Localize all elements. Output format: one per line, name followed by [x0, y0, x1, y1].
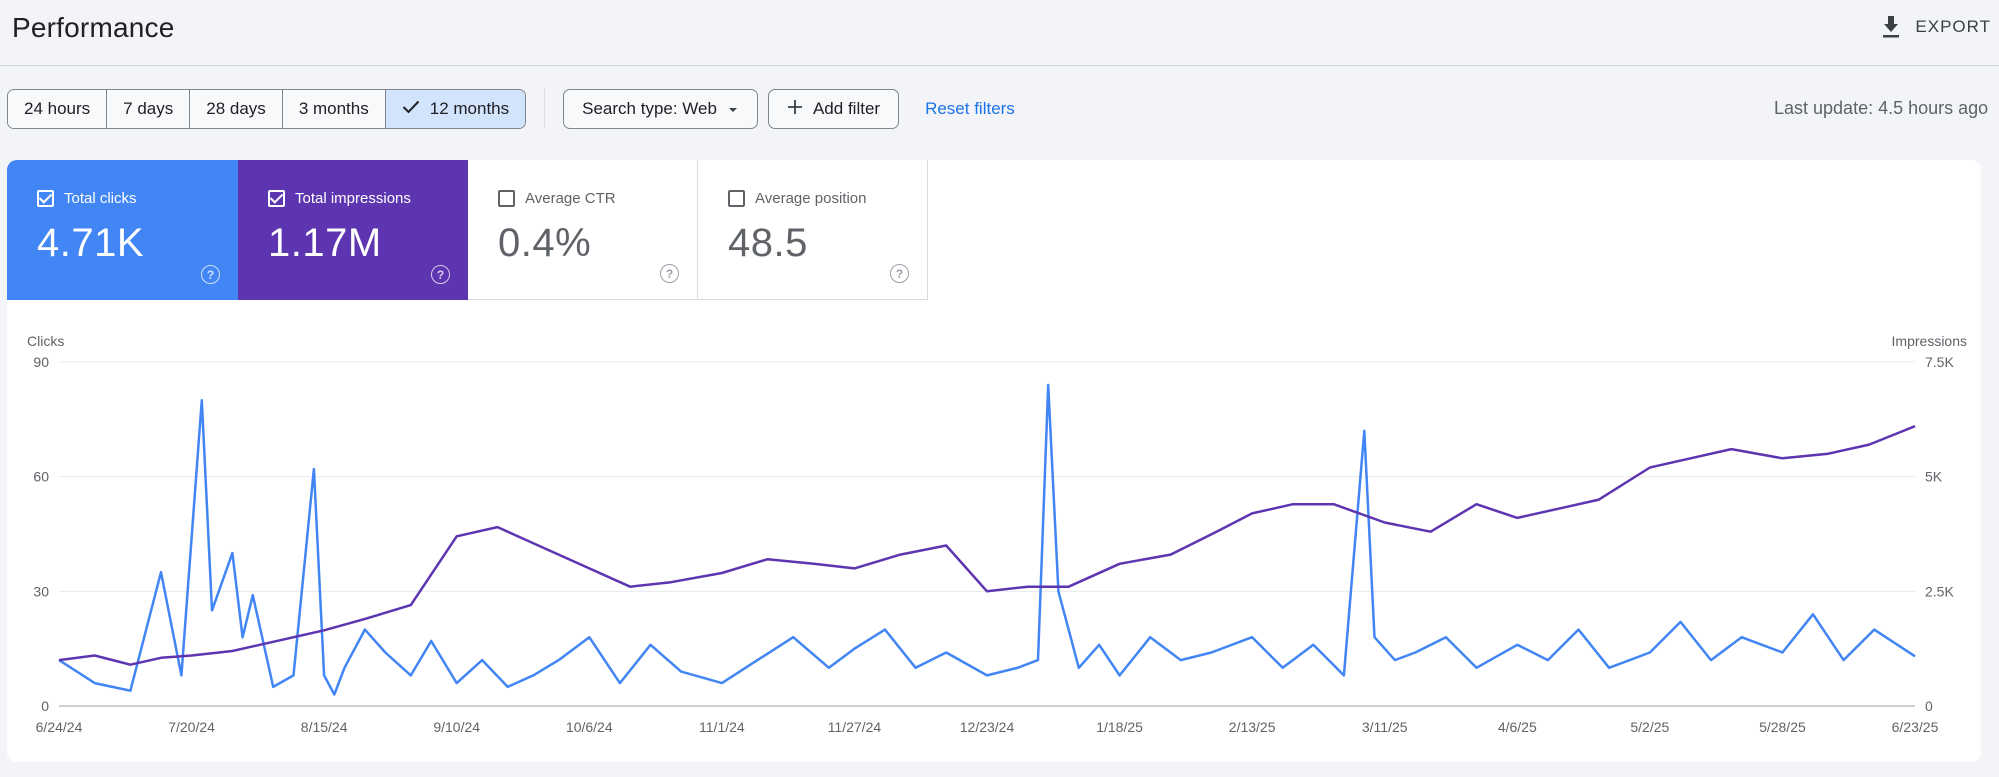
metric-value: 4.71K — [37, 221, 145, 265]
page-title: Performance — [12, 12, 175, 43]
x-tick-label: 2/13/25 — [1229, 719, 1276, 735]
metric-average-position[interactable]: Average position 48.5 ? — [698, 160, 928, 300]
dropdown-arrow-icon — [727, 99, 739, 119]
help-icon[interactable]: ? — [201, 265, 220, 284]
x-tick-label: 1/18/25 — [1096, 719, 1143, 735]
toolbar-divider — [544, 89, 546, 129]
last-update-text: Last update: 4.5 hours ago — [1774, 98, 1989, 118]
x-tick-label: 8/15/24 — [301, 719, 348, 735]
add-filter-button[interactable]: Add filter — [767, 89, 900, 129]
x-tick-label: 11/27/24 — [828, 719, 882, 735]
x-tick-label: 6/24/24 — [36, 719, 83, 735]
check-icon — [402, 99, 420, 119]
x-tick-label: 9/10/24 — [433, 719, 480, 735]
metric-average-ctr[interactable]: Average CTR 0.4% ? — [468, 160, 698, 300]
clicks-series-line — [58, 383, 1916, 696]
left-tick-label: 30 — [33, 583, 49, 599]
metric-label: Average position — [755, 190, 867, 207]
date-range-selector: 24 hours 7 days 28 days 3 months 12 mont… — [7, 89, 527, 129]
x-tick-label: 5/28/25 — [1759, 719, 1806, 735]
help-icon[interactable]: ? — [431, 265, 450, 284]
date-range-24-hours[interactable]: 24 hours — [8, 90, 108, 128]
metric-cards: Total clicks 4.71K ? Total impressions 1… — [7, 160, 928, 300]
metric-value: 1.17M — [268, 221, 382, 265]
reset-filters-link[interactable]: Reset filters — [925, 99, 1015, 118]
right-tick-label: 5K — [1925, 469, 1943, 485]
add-filter-label: Add filter — [812, 99, 881, 118]
checkbox-unchecked-icon — [728, 190, 745, 207]
export-button[interactable]: EXPORT — [1881, 10, 1991, 44]
x-tick-label: 6/23/25 — [1892, 719, 1939, 735]
metric-label: Total impressions — [295, 190, 411, 207]
date-range-3-months[interactable]: 3 months — [282, 90, 386, 128]
metric-total-clicks[interactable]: Total clicks 4.71K ? — [7, 160, 238, 300]
x-tick-label: 4/6/25 — [1498, 719, 1537, 735]
export-label: EXPORT — [1915, 17, 1991, 36]
help-icon[interactable]: ? — [660, 264, 679, 283]
left-tick-label: 60 — [33, 469, 49, 485]
impressions-series-line — [58, 425, 1916, 666]
date-range-12-months[interactable]: 12 months — [385, 90, 526, 128]
search-type-label: Search type: Web — [582, 99, 717, 118]
left-tick-label: 90 — [33, 354, 49, 370]
date-range-7-days[interactable]: 7 days — [107, 90, 191, 128]
right-tick-label: 2.5K — [1925, 583, 1954, 599]
x-tick-label: 5/2/25 — [1630, 719, 1669, 735]
download-icon — [1881, 16, 1901, 38]
x-tick-label: 11/1/24 — [699, 719, 745, 735]
metric-label: Average CTR — [525, 190, 616, 207]
x-tick-label: 7/20/24 — [168, 719, 215, 735]
x-tick-label: 3/11/25 — [1362, 719, 1408, 735]
left-tick-label: 0 — [41, 698, 49, 714]
performance-card: Total clicks 4.71K ? Total impressions 1… — [7, 160, 1981, 762]
checkbox-unchecked-icon — [498, 190, 515, 207]
page-header: Performance EXPORT — [0, 0, 1999, 66]
metric-label: Total clicks — [64, 190, 137, 207]
performance-chart: 90 7.5K 60 5K 30 2.5K 0 0 Clicks Impressions 6/24/… — [27, 333, 1967, 735]
metric-value: 0.4% — [498, 221, 592, 265]
filter-toolbar: 24 hours 7 days 28 days 3 months 12 mont… — [7, 89, 1015, 129]
metric-value: 48.5 — [728, 221, 808, 265]
x-tick-label: 10/6/24 — [566, 719, 613, 735]
search-type-dropdown[interactable]: Search type: Web — [563, 89, 758, 129]
x-tick-label: 12/23/24 — [960, 719, 1015, 735]
checkbox-checked-icon — [268, 190, 285, 207]
left-axis-label: Clicks — [27, 333, 64, 349]
help-icon[interactable]: ? — [890, 264, 909, 283]
right-tick-label: 7.5K — [1925, 354, 1954, 370]
plus-icon — [787, 99, 803, 120]
right-tick-label: 0 — [1925, 698, 1933, 714]
metric-total-impressions[interactable]: Total impressions 1.17M ? — [238, 160, 468, 300]
right-axis-label: Impressions — [1892, 333, 1967, 349]
checkbox-checked-icon — [37, 190, 54, 207]
date-range-28-days[interactable]: 28 days — [190, 90, 283, 128]
